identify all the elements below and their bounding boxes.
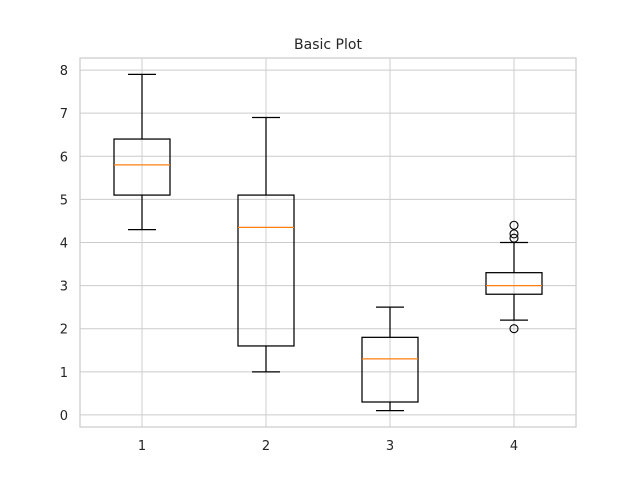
y-axis-tick-labels: 0 1 2 3 4 5 6 7 8 [60,64,68,424]
y-tick-label: 5 [60,193,68,208]
box-body [113,138,171,196]
plot-frame [79,57,577,428]
box-body [361,336,419,403]
outlier-point [509,324,519,334]
box-body [237,194,295,347]
x-tick-label: 3 [386,439,394,454]
x-tick-label: 2 [262,439,270,454]
y-tick-label: 3 [60,280,68,295]
y-tick-label: 6 [60,150,68,165]
box-group [237,116,295,373]
y-tick-label: 4 [60,237,68,252]
box-body [485,272,543,295]
box-group [113,73,171,231]
outlier-point [509,220,519,230]
y-tick-label: 8 [60,64,68,79]
y-tick-label: 2 [60,323,68,338]
x-tick-label: 1 [138,439,146,454]
outlier-point [509,229,519,239]
y-tick-label: 7 [60,107,68,122]
chart-title: Basic Plot [294,37,362,53]
box-series [113,73,543,412]
y-tick-label: 0 [60,409,68,424]
y-tick-label: 1 [60,366,68,381]
x-tick-label: 4 [510,439,518,454]
x-axis-tick-labels: 1 2 3 4 [138,439,518,454]
box-group [361,306,419,412]
outlier-point [509,233,519,243]
box-group [485,220,543,334]
